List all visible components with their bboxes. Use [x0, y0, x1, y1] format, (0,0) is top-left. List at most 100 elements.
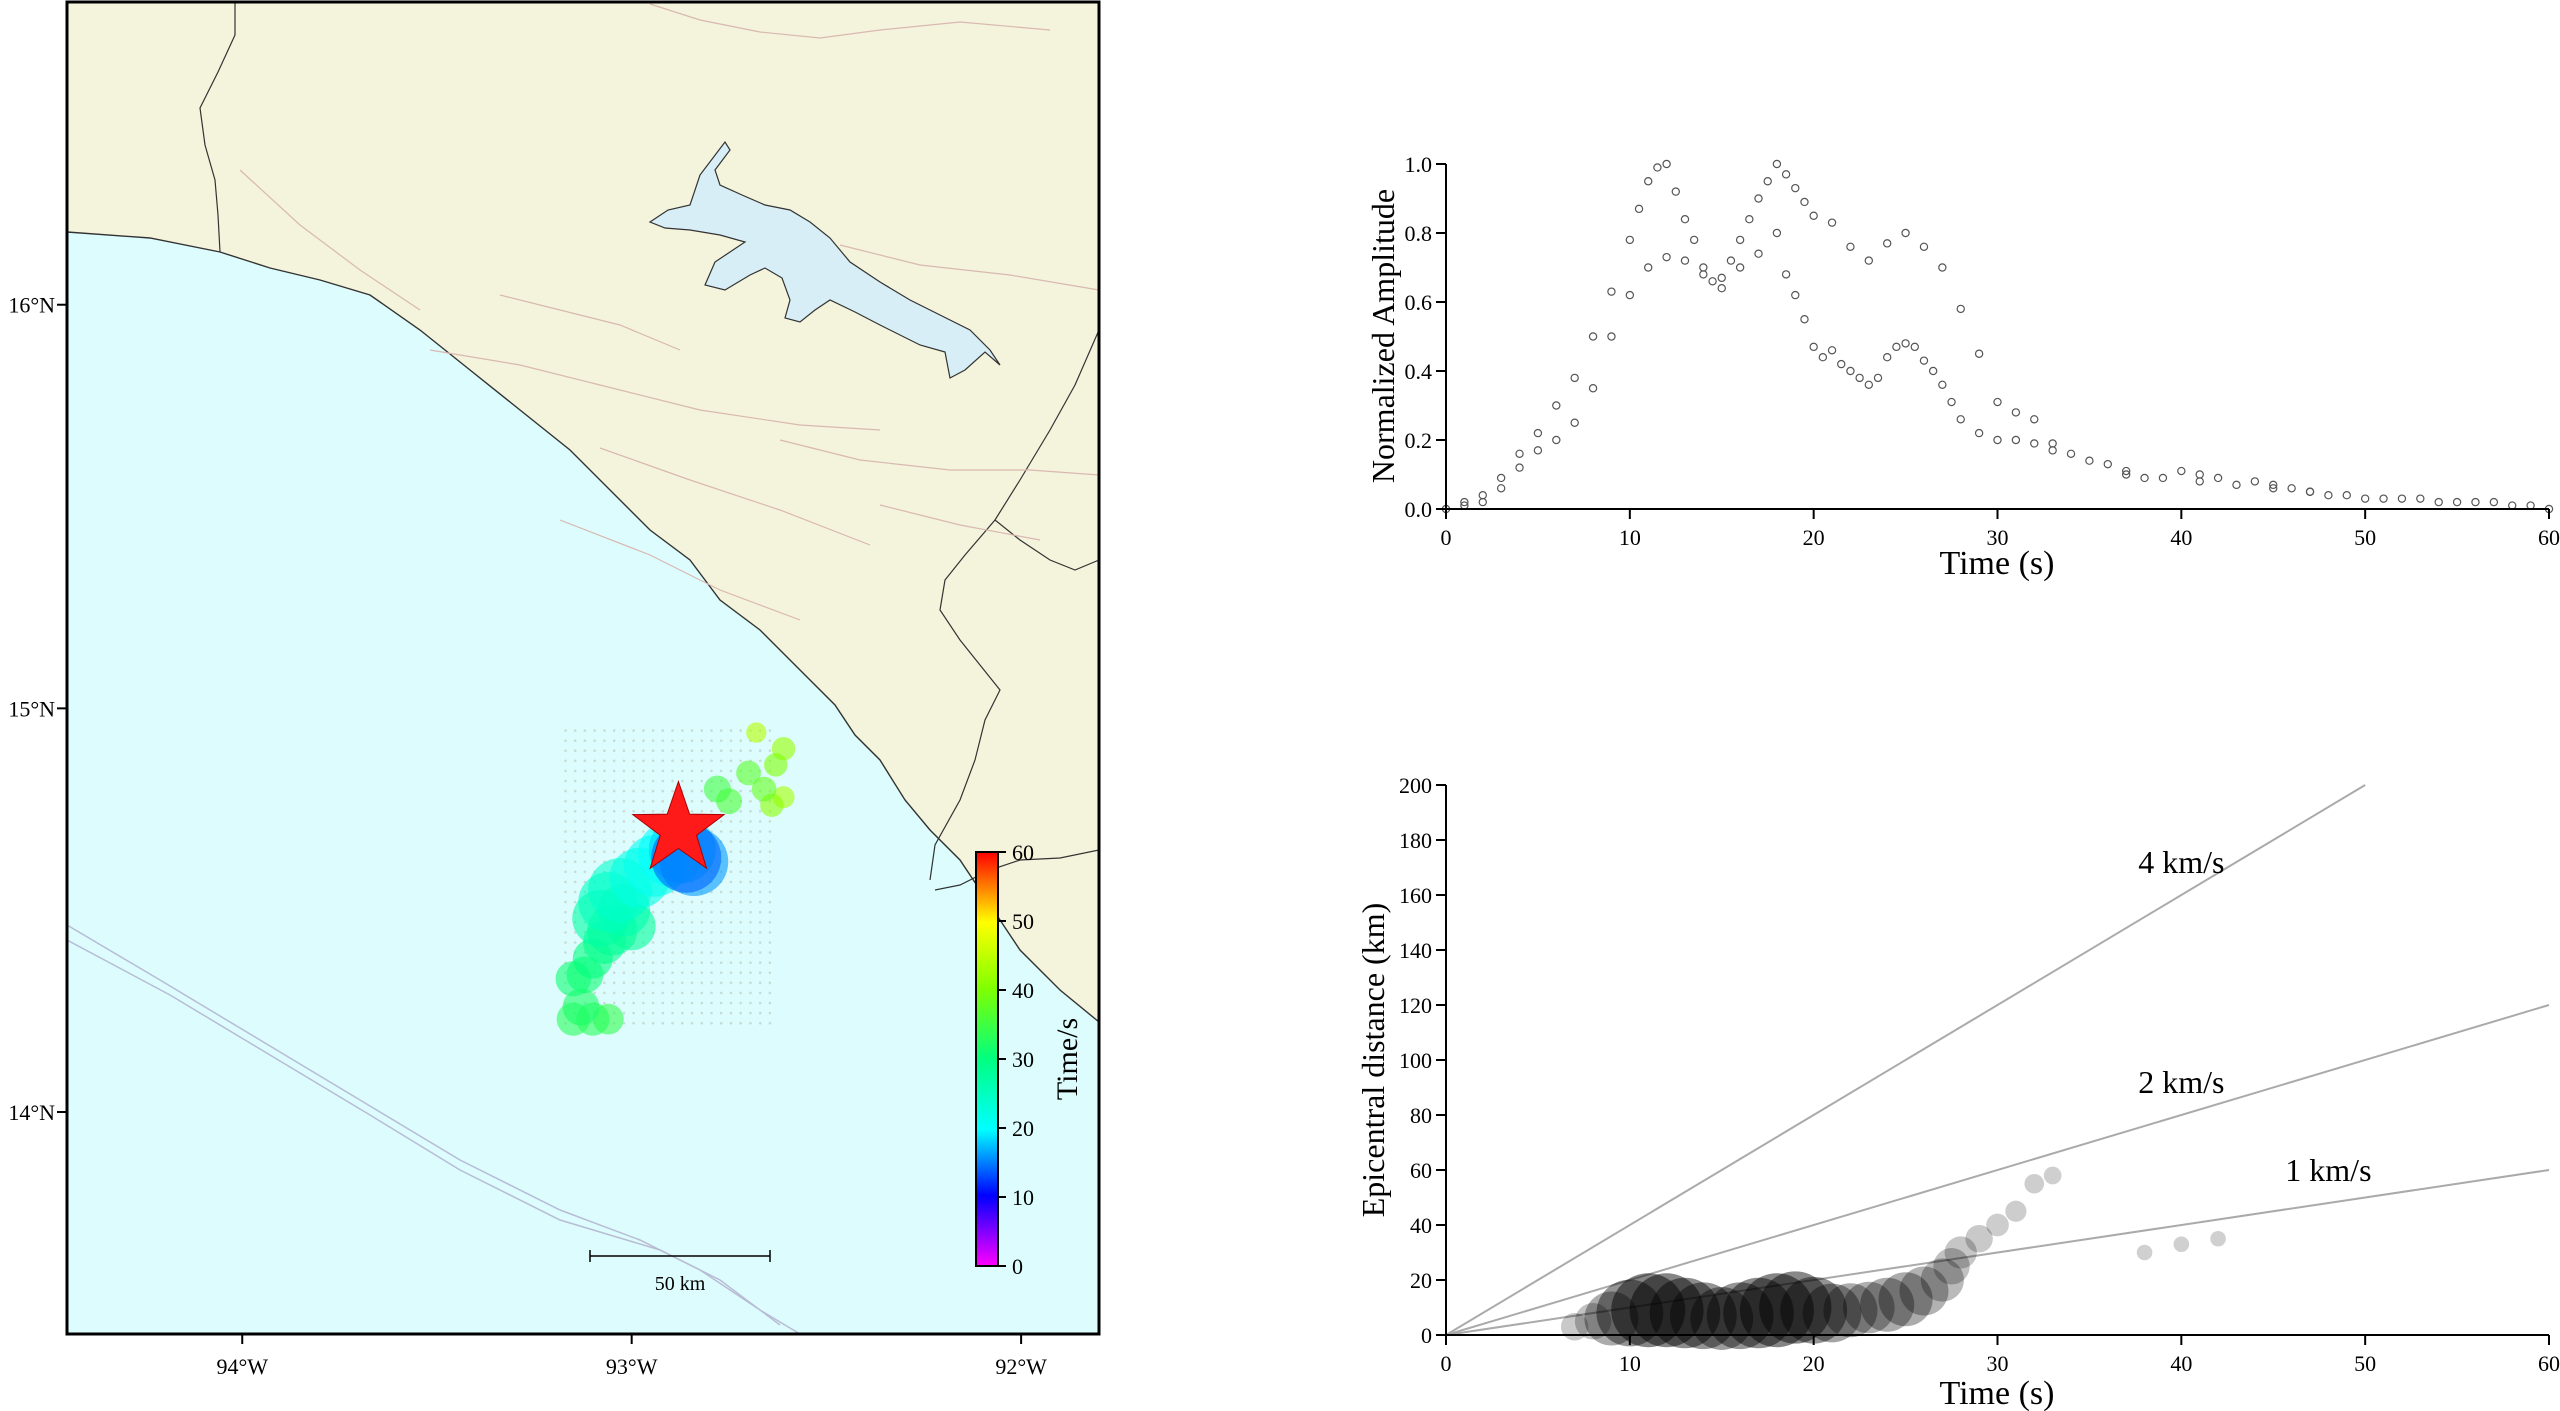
- grid-node: [719, 820, 723, 823]
- distance-point: [1920, 1258, 1964, 1302]
- grid-node: [671, 981, 674, 985]
- grid-node: [573, 779, 577, 783]
- amplitude-point: [2305, 487, 2315, 496]
- grid-node: [573, 799, 577, 803]
- amplitude-point: [2269, 484, 2278, 493]
- distance-point: [1629, 1273, 1704, 1348]
- grid-node: [661, 900, 665, 904]
- grid-node: [729, 931, 733, 934]
- grid-node: [768, 951, 772, 954]
- amplitude-point: [1662, 159, 1671, 169]
- grid-node: [690, 991, 694, 995]
- grid-node: [739, 1001, 742, 1005]
- amplitude-point: [1745, 214, 1754, 224]
- grid-node: [622, 789, 626, 793]
- distance-point: [1723, 1277, 1794, 1349]
- amplitude-point: [1607, 287, 1616, 296]
- grid-node: [729, 840, 733, 843]
- amplitude-point: [1882, 239, 1892, 248]
- grid-node: [719, 941, 723, 944]
- colorbar-tick-label: 0: [1012, 1254, 1023, 1279]
- grid-node: [651, 799, 655, 803]
- map-y-tick-label: 16°N: [8, 293, 55, 318]
- amplitude-point: [1653, 163, 1662, 172]
- amplitude-point: [1974, 349, 1984, 358]
- velocity-line-label: 4 km/s: [2138, 844, 2224, 880]
- grid-node: [661, 1001, 665, 1005]
- grid-node: [612, 991, 616, 995]
- grid-node: [739, 890, 742, 894]
- amplitude-point: [1974, 428, 1984, 438]
- grid-node: [612, 739, 616, 742]
- amplitude-point: [2269, 480, 2278, 490]
- grid-node: [622, 840, 626, 843]
- grid-node: [768, 921, 772, 924]
- grid-node: [632, 1001, 635, 1005]
- grid-node: [690, 759, 694, 763]
- amplitude-point: [1910, 342, 1919, 352]
- distance-x-tick-label: 40: [2170, 1351, 2192, 1376]
- grid-node: [603, 779, 606, 783]
- grid-node: [564, 840, 567, 843]
- grid-node: [729, 961, 733, 964]
- grid-node: [642, 830, 645, 833]
- grid-node: [749, 971, 752, 974]
- grid-node: [603, 981, 606, 985]
- grid-node: [632, 961, 635, 964]
- grid-node: [719, 769, 723, 773]
- grid-node: [719, 991, 723, 995]
- grid-node: [749, 1021, 752, 1025]
- grid-node: [700, 1021, 704, 1025]
- grid-node: [593, 860, 596, 863]
- grid-node: [642, 769, 645, 773]
- grid-node: [612, 961, 616, 964]
- grid-node: [710, 941, 713, 944]
- grid-node: [710, 739, 713, 742]
- grid-node: [564, 830, 567, 833]
- distance-point: [2043, 1166, 2062, 1185]
- grid-node: [593, 799, 596, 803]
- distance-point: [1860, 1277, 1915, 1332]
- grid-node: [749, 961, 752, 964]
- grid-node: [681, 779, 684, 783]
- amplitude-point: [1928, 366, 1938, 376]
- colorbar-tick-label: 50: [1012, 909, 1034, 934]
- amplitude-point: [2195, 470, 2204, 479]
- grid-node: [749, 991, 752, 995]
- grid-node: [573, 729, 577, 732]
- grid-node: [622, 1001, 626, 1005]
- amplitude-point: [1791, 290, 1800, 300]
- grid-node: [681, 981, 684, 985]
- grid-node: [583, 840, 587, 843]
- map-x-tick-label: 94°W: [216, 1354, 268, 1379]
- grid-node: [719, 900, 723, 904]
- grid-node: [612, 769, 616, 773]
- grid-node: [564, 789, 567, 793]
- grid-node: [749, 921, 752, 924]
- grid-node: [671, 961, 674, 964]
- grid-node: [758, 931, 762, 934]
- grid-node: [564, 850, 567, 853]
- grid-node: [583, 860, 587, 863]
- amplitude-ticks: 0 10 20 30 40 50 60 0.0 0.2 0.4 0.6 0.8 1.0: [1405, 152, 2560, 550]
- grid-node: [768, 729, 772, 732]
- grid-node: [612, 810, 616, 813]
- amplitude-point: [1588, 384, 1598, 393]
- grid-node: [690, 951, 694, 954]
- grid-node: [768, 820, 772, 823]
- source-point: [703, 775, 731, 803]
- grid-node: [768, 961, 772, 964]
- amplitude-ylabel: Normalized Amplitude: [1365, 189, 1401, 483]
- amplitude-point: [2177, 466, 2186, 476]
- grid-node: [690, 921, 694, 924]
- grid-node: [564, 749, 567, 752]
- grid-node: [710, 921, 713, 924]
- grid-node: [593, 850, 596, 853]
- grid-node: [739, 759, 742, 763]
- grid-node: [681, 759, 684, 763]
- amplitude-point: [2471, 497, 2480, 507]
- distance-point: [1560, 1312, 1589, 1341]
- grid-node: [739, 860, 742, 863]
- grid-node: [681, 910, 684, 914]
- grid-node: [564, 900, 567, 904]
